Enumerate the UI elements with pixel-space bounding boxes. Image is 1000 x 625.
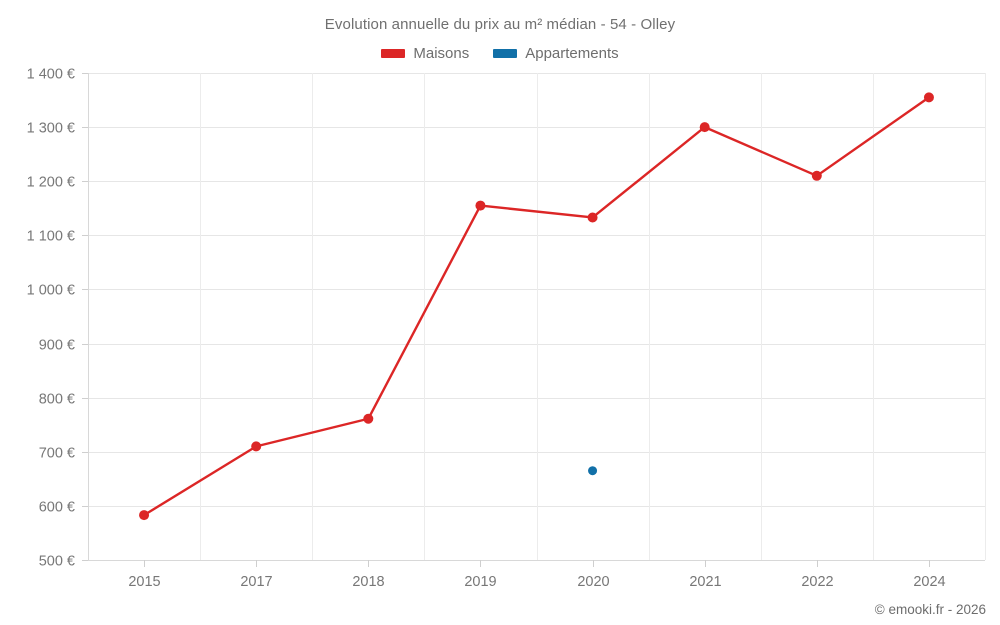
y-axis-tick-label: 800 € <box>39 392 75 408</box>
legend-swatch-icon-appartements <box>493 49 518 58</box>
data-series-layer <box>139 92 934 521</box>
x-axis-tick-label: 2019 <box>464 574 496 590</box>
y-axis-tick-label: 1 000 € <box>27 283 75 299</box>
legend-label-maisons: Maisons <box>413 45 470 62</box>
y-axis-tick-label: 500 € <box>39 554 75 570</box>
copyright-credit: © emooki.fr - 2026 <box>874 602 986 617</box>
y-axis-tick-label: 1 300 € <box>27 121 75 137</box>
x-axis-tick-label: 2020 <box>577 574 609 590</box>
y-axis-tick-label: 600 € <box>39 500 75 516</box>
y-axis-tick-label: 1 400 € <box>27 67 75 83</box>
y-axis-tick-labels: 500 € 600 € 700 € 800 € 900 € 1 000 € 1 100 € 1… <box>27 67 75 570</box>
x-axis-tick-label: 2021 <box>689 574 721 590</box>
legend-label-appartements: Appartements <box>525 45 619 62</box>
data-point-maisons-2017[interactable] <box>251 441 262 452</box>
x-axis-tick-label: 2017 <box>240 574 272 590</box>
legend-swatch-icon-maisons <box>381 49 406 58</box>
legend-item-maisons[interactable]: Maisons <box>381 45 469 62</box>
data-point-maisons-2018[interactable] <box>363 413 374 424</box>
x-axis-tick-labels: 2015 2017 2018 2019 2020 2021 2022 2024 <box>128 574 945 590</box>
y-axis-tick-label: 1 200 € <box>27 175 75 191</box>
legend-item-appartements[interactable]: Appartements <box>493 45 619 62</box>
x-axis-tick-label: 2018 <box>352 574 384 590</box>
data-point-maisons-2019[interactable] <box>475 200 486 211</box>
data-point-maisons-2022[interactable] <box>811 170 822 181</box>
x-axis-tick-label: 2024 <box>913 574 945 590</box>
y-axis-tick-label: 900 € <box>39 338 75 354</box>
chart-legend: Maisons Appartements <box>0 45 1000 62</box>
data-point-appartements-2020[interactable] <box>588 466 598 476</box>
data-point-maisons-2020[interactable] <box>587 212 598 223</box>
plot-area: 500 € 600 € 700 € 800 € 900 € 1 000 € 1 100 € 1… <box>27 67 986 590</box>
x-axis-tick-label: 2015 <box>128 574 160 590</box>
data-point-maisons-2024[interactable] <box>923 92 934 103</box>
y-axis-tick-label: 700 € <box>39 446 75 462</box>
grid-layer <box>88 73 985 561</box>
data-point-maisons-2021[interactable] <box>699 122 710 133</box>
x-axis-tick-label: 2022 <box>801 574 833 590</box>
axis-layer <box>82 73 985 567</box>
series-line-maisons <box>142 96 931 517</box>
y-axis-tick-label: 1 100 € <box>27 229 75 245</box>
chart-title: Evolution annuelle du prix au m² médian … <box>324 16 676 33</box>
data-point-maisons-2015[interactable] <box>139 510 150 521</box>
vertical-grid-layer <box>88 73 986 560</box>
